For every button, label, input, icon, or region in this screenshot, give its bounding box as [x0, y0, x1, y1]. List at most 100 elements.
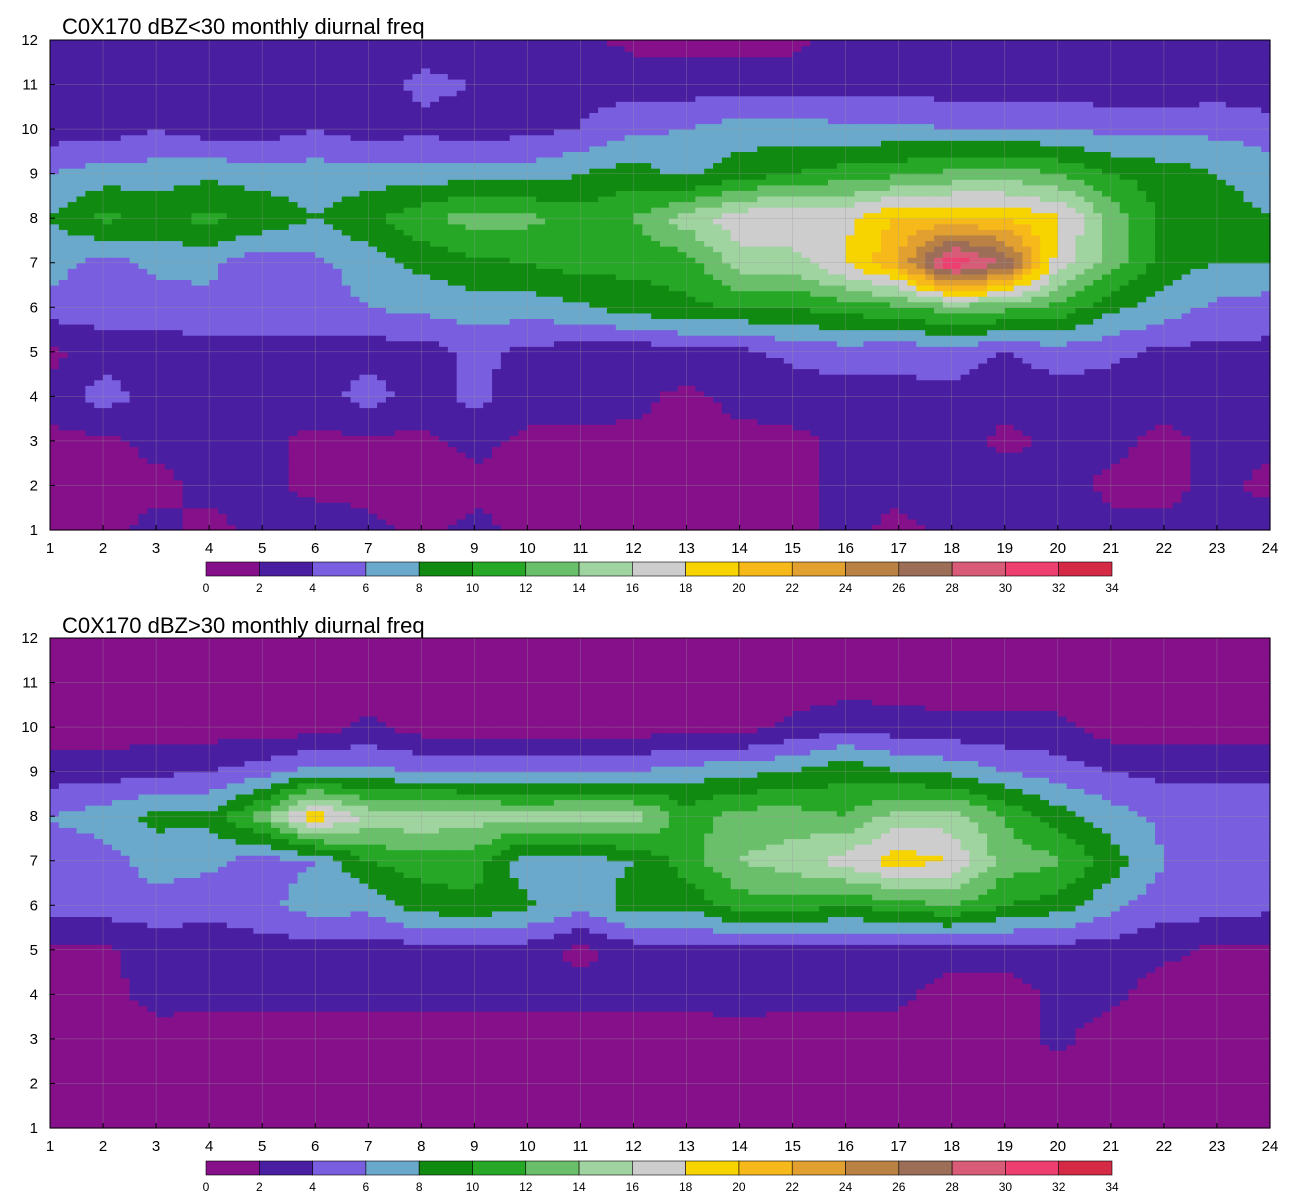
heat-cell [280, 485, 289, 491]
heat-cell [351, 352, 360, 358]
heat-cell [854, 435, 863, 441]
heat-cell [298, 463, 307, 469]
heat-cell [1005, 408, 1014, 414]
heat-cell [1190, 352, 1199, 358]
heat-cell [1252, 508, 1261, 514]
heat-cell [969, 352, 978, 358]
heat-cell [342, 380, 351, 386]
heat-cell [669, 508, 678, 514]
heat-cell [1208, 452, 1217, 458]
heat-cell [448, 502, 457, 508]
heat-cell [678, 330, 687, 336]
heat-cell [466, 519, 475, 525]
heat-cell [1014, 485, 1023, 491]
heat-cell [377, 519, 386, 525]
heat-cell [1217, 497, 1226, 503]
heat-cell [757, 502, 766, 508]
heat-cell [757, 357, 766, 363]
heat-cell [704, 380, 713, 386]
heat-cell [1137, 341, 1146, 347]
heat-cell [368, 491, 377, 497]
heat-cell [713, 485, 722, 491]
heat-cell [368, 502, 377, 508]
heat-cell [1164, 385, 1173, 391]
heat-cell [262, 497, 271, 503]
heat-cell [519, 413, 528, 419]
heat-cell [280, 430, 289, 436]
heat-cell [103, 413, 112, 419]
heat-cell [147, 502, 156, 508]
heat-cell [863, 357, 872, 363]
heat-cell [1058, 485, 1067, 491]
heat-cell [1040, 369, 1049, 375]
heat-cell [925, 419, 934, 425]
heat-cell [616, 497, 625, 503]
heat-cell [519, 352, 528, 358]
heat-cell [262, 430, 271, 436]
heat-cell [908, 430, 917, 436]
heat-cell [554, 452, 563, 458]
heat-cell [1155, 480, 1164, 486]
heat-cell [1217, 369, 1226, 375]
heat-cell [421, 346, 430, 352]
heat-cell [572, 497, 581, 503]
heat-cell [545, 430, 554, 436]
heat-cell [908, 352, 917, 358]
heat-cell [527, 363, 536, 369]
heat-cell [1146, 413, 1155, 419]
heat-cell [138, 335, 147, 341]
heat-cell [404, 469, 413, 475]
heat-cell [784, 341, 793, 347]
heat-cell [872, 369, 881, 375]
heat-cell [130, 469, 139, 475]
heat-cell [1235, 513, 1244, 519]
heat-cell [793, 374, 802, 380]
heat-cell [1252, 424, 1261, 430]
heat-cell [483, 419, 492, 425]
heat-cell [1173, 497, 1182, 503]
heat-cell [1235, 502, 1244, 508]
heat-cell [50, 380, 59, 386]
heat-cell [1076, 430, 1085, 436]
heat-cell [545, 341, 554, 347]
heat-cell [333, 374, 342, 380]
heat-cell [121, 435, 130, 441]
heat-cell [722, 508, 731, 514]
heat-cell [890, 380, 899, 386]
heat-cell [1049, 485, 1058, 491]
heat-cell [1235, 497, 1244, 503]
heat-cell [625, 452, 634, 458]
heat-cell [165, 346, 174, 352]
heat-cell [324, 419, 333, 425]
heat-cell [1129, 335, 1138, 341]
heat-cell [94, 435, 103, 441]
heat-cell [589, 396, 598, 402]
heat-cell [165, 380, 174, 386]
heat-cell [147, 352, 156, 358]
heat-cell [678, 485, 687, 491]
heat-cell [430, 391, 439, 397]
heat-cell [1084, 374, 1093, 380]
heat-cell [589, 413, 598, 419]
heat-cell [298, 430, 307, 436]
heat-cell [519, 430, 528, 436]
heat-cell [404, 485, 413, 491]
heat-cell [1014, 441, 1023, 447]
heat-cell [1031, 424, 1040, 430]
heat-cell [209, 513, 218, 519]
heat-cell [987, 346, 996, 352]
heat-cell [1173, 380, 1182, 386]
heat-cell [395, 458, 404, 464]
heat-cell [1261, 341, 1270, 347]
heat-cell [1014, 430, 1023, 436]
heat-cell [607, 380, 616, 386]
heat-cell [1173, 374, 1182, 380]
heat-cell [633, 491, 642, 497]
heat-cell [421, 402, 430, 408]
heat-cell [678, 396, 687, 402]
heat-cell [342, 396, 351, 402]
heat-cell [466, 458, 475, 464]
heat-cell [492, 408, 501, 414]
heat-cell [1146, 335, 1155, 341]
heat-cell [1058, 374, 1067, 380]
